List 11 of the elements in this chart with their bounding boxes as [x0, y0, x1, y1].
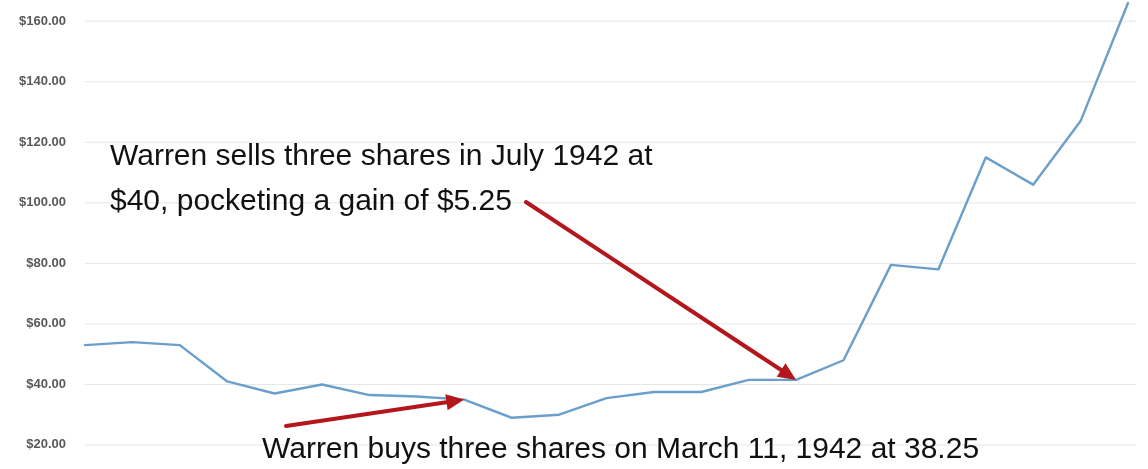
y-tick-label: $80.00 [26, 254, 66, 270]
annotation: Warren sells three shares in July 1942 at $40, pocketing a gain of $5.25 [110, 138, 654, 216]
annotation: Warren buys three shares on March 11, 1942 at 38.25 [262, 431, 980, 464]
y-tick-label: $40.00 [26, 375, 66, 391]
y-tick-label: $120.00 [19, 133, 66, 149]
y-tick-label: $100.00 [19, 194, 66, 210]
line-series [83, 1, 1130, 419]
y-tick-label: $60.00 [26, 315, 66, 331]
y-tick-label: $20.00 [26, 436, 66, 452]
y-tick-label: $160.00 [19, 12, 66, 28]
y-tick-label: $140.00 [19, 73, 66, 89]
